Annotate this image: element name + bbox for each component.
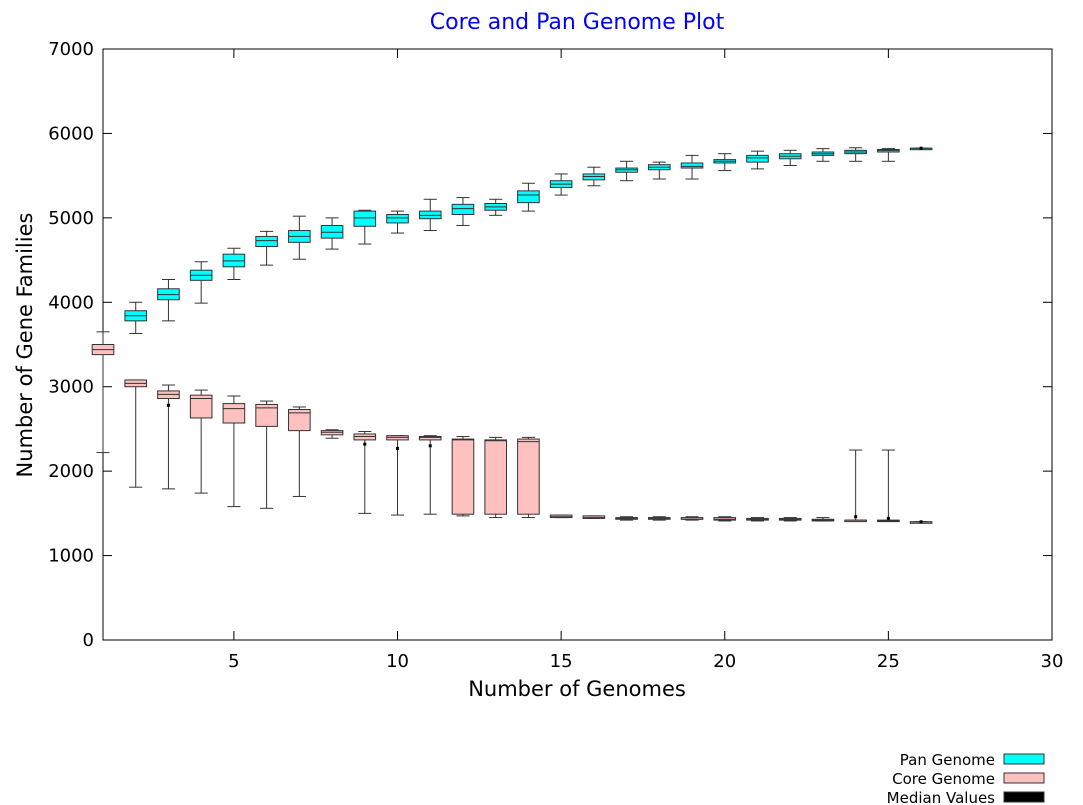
legend-swatch-median-values bbox=[1003, 791, 1045, 803]
core-genome-box-x22 bbox=[778, 517, 802, 522]
x-tick-label: 25 bbox=[877, 651, 900, 672]
core-genome-box bbox=[418, 436, 442, 441]
y-axis-title: Number of Gene Families bbox=[13, 213, 37, 478]
core-genome-box-x18 bbox=[648, 516, 671, 521]
y-tick-label: 7000 bbox=[48, 39, 94, 60]
pan-genome-box-x10 bbox=[386, 210, 409, 234]
pan-genome-box-x11 bbox=[418, 198, 442, 232]
median-value-point bbox=[854, 515, 858, 519]
pan-genome-box bbox=[746, 154, 769, 163]
core-genome-box-x23 bbox=[811, 517, 835, 522]
pan-genome-box-x21 bbox=[746, 150, 769, 170]
pan-genome-box-x17 bbox=[615, 160, 638, 182]
pan-genome-box-x2 bbox=[124, 301, 148, 335]
pan-genome-box-x12 bbox=[451, 197, 475, 226]
core-genome-box-x16 bbox=[582, 515, 606, 519]
median-value-point bbox=[396, 446, 400, 450]
core-genome-box-x12 bbox=[451, 436, 475, 517]
y-tick-label: 6000 bbox=[48, 123, 94, 144]
core-genome-box-x7 bbox=[288, 406, 311, 497]
pan-genome-box-x18 bbox=[648, 161, 671, 180]
median-value-point bbox=[919, 520, 923, 524]
pan-genome-box bbox=[517, 190, 540, 204]
pan-genome-box bbox=[353, 210, 377, 227]
y-tick-label: 1000 bbox=[48, 546, 94, 567]
core-genome-box-x25 bbox=[877, 449, 900, 523]
legend-label-core-genome: Core Genome bbox=[892, 770, 995, 788]
y-axis: 0 1000 2000 3000 4000 5000 6000 7000 bbox=[48, 39, 1052, 651]
core-genome-box-x6 bbox=[255, 400, 278, 509]
pan-genome-box-x20 bbox=[713, 153, 737, 172]
x-tick-label: 30 bbox=[1041, 651, 1064, 672]
core-genome-box-x20 bbox=[713, 516, 737, 522]
legend-label-median-values: Median Values bbox=[887, 789, 996, 805]
core-genome-box-x21 bbox=[746, 517, 769, 522]
x-tick-label: 15 bbox=[550, 651, 573, 672]
core-genome-box-x14 bbox=[517, 436, 540, 519]
y-tick-label: 5000 bbox=[48, 208, 94, 229]
core-genome-box bbox=[222, 403, 246, 424]
y-tick-label: 3000 bbox=[48, 377, 94, 398]
median-value-point bbox=[363, 442, 367, 446]
pan-genome-box-x23 bbox=[811, 148, 835, 162]
legend-swatch-pan-genome bbox=[1003, 753, 1045, 765]
core-genome-box-x11 bbox=[418, 435, 442, 515]
core-genome-box bbox=[189, 394, 213, 419]
pan-genome-box bbox=[451, 203, 475, 215]
core-genome-box-x2 bbox=[124, 379, 148, 488]
pan-genome-box-x22 bbox=[778, 149, 802, 167]
pan-genome-box bbox=[386, 213, 409, 224]
pan-genome-box-x16 bbox=[582, 166, 606, 187]
chart-title: Core and Pan Genome Plot bbox=[430, 10, 725, 35]
core-genome-box bbox=[255, 403, 278, 427]
plot-marks bbox=[91, 146, 933, 524]
pan-genome-box-x13 bbox=[484, 198, 507, 216]
core-genome-box bbox=[484, 439, 507, 515]
y-tick-label: 4000 bbox=[48, 292, 94, 313]
pan-genome-box-x19 bbox=[680, 154, 704, 180]
pan-genome-box-x14 bbox=[517, 182, 540, 212]
median-value-point bbox=[166, 403, 170, 407]
median-value-point bbox=[886, 516, 890, 520]
core-genome-box-x8 bbox=[320, 429, 344, 439]
y-tick-label: 0 bbox=[83, 630, 94, 651]
core-genome-box-x15 bbox=[549, 514, 573, 519]
core-genome-box bbox=[451, 438, 475, 515]
pan-genome-box-x7 bbox=[288, 215, 311, 260]
median-value-point bbox=[919, 146, 923, 150]
x-axis: 5 10 15 20 25 30 bbox=[228, 49, 1063, 672]
x-tick-label: 20 bbox=[713, 651, 736, 672]
pan-genome-box bbox=[680, 162, 704, 169]
plot-area-frame bbox=[102, 48, 1053, 641]
pan-genome-box bbox=[255, 235, 278, 248]
pan-genome-box-x6 bbox=[255, 230, 278, 266]
median-value-point bbox=[428, 444, 432, 448]
core-genome-box-x5 bbox=[222, 395, 246, 508]
core-genome-box-x1 bbox=[91, 331, 115, 454]
x-tick-label: 10 bbox=[386, 651, 409, 672]
pan-genome-box-x8 bbox=[320, 217, 344, 250]
y-tick-label: 2000 bbox=[48, 461, 94, 482]
pan-genome-box-x4 bbox=[189, 261, 213, 304]
pan-genome-box-x9 bbox=[353, 209, 377, 245]
core-genome-box-x3 bbox=[157, 384, 180, 490]
pan-genome-box-x5 bbox=[222, 247, 246, 280]
core-genome-box bbox=[517, 438, 540, 515]
pan-genome-box-x3 bbox=[157, 278, 180, 322]
legend-swatch-core-genome bbox=[1003, 772, 1045, 784]
x-axis-title: Number of Genomes bbox=[468, 677, 686, 701]
core-genome-box-x17 bbox=[615, 516, 638, 521]
pan-genome-box-x15 bbox=[549, 173, 573, 196]
pan-genome-box-x24 bbox=[844, 147, 867, 162]
core-genome-box-x19 bbox=[680, 516, 704, 521]
legend-label-pan-genome: Pan Genome bbox=[900, 751, 995, 769]
core-genome-box-x24 bbox=[844, 449, 867, 523]
core-genome-box-x13 bbox=[484, 436, 507, 519]
x-tick-label: 5 bbox=[228, 651, 239, 672]
core-genome-box-x4 bbox=[189, 389, 213, 494]
core-genome-box bbox=[288, 409, 311, 432]
pan-genome-box-x25 bbox=[877, 148, 900, 162]
